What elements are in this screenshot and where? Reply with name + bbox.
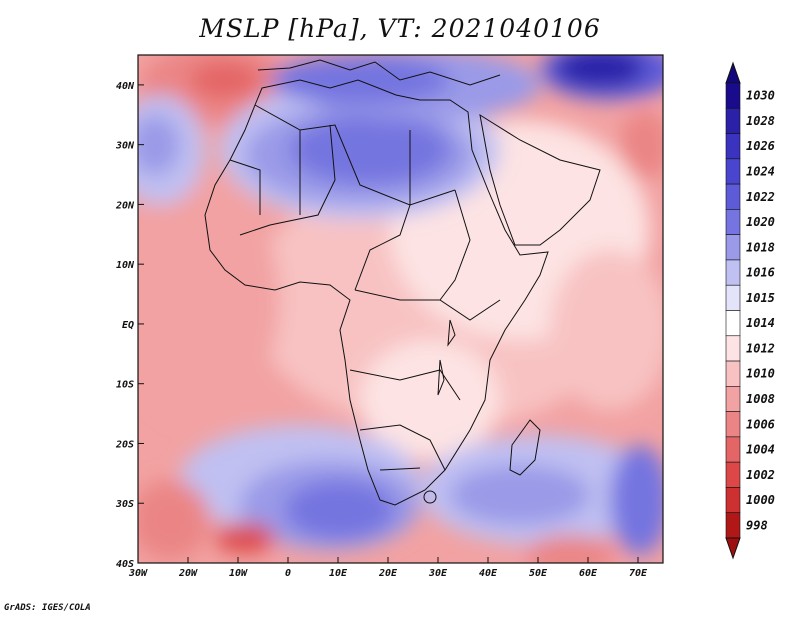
lat-tick-label: 30N — [115, 141, 135, 152]
colorbar-label: 1022 — [746, 190, 775, 204]
colorbar-swatch — [725, 335, 741, 362]
coastlines — [204, 59, 601, 506]
lon-tick-label: 20W — [178, 568, 198, 579]
lat-tick-label: 10N — [116, 260, 135, 271]
colorbar-label: 1015 — [746, 291, 775, 305]
lon-tick-label: 40E — [479, 568, 498, 579]
colorbar-label: 1000 — [746, 493, 775, 507]
pressure-field — [138, 55, 663, 563]
colorbar-label: 1012 — [746, 341, 775, 355]
map-title: MSLP [hPa], VT: 2021040106 — [199, 14, 601, 43]
colorbar-label: 1014 — [746, 316, 775, 330]
colorbar-swatch — [725, 512, 741, 539]
lat-tick-label: 40S — [116, 559, 134, 570]
lon-tick-label: 10E — [329, 568, 348, 579]
colorbar-label: 1024 — [746, 164, 775, 178]
lat-tick-label: 30S — [115, 499, 134, 510]
colorbar-bottom-arrow — [725, 537, 741, 560]
colorbar-swatch — [725, 82, 741, 109]
colorbar-label: 1016 — [746, 266, 775, 280]
lat-tick-label: 40N — [116, 81, 135, 92]
colorbar-label: 1030 — [746, 89, 775, 103]
colorbar-label: 1002 — [746, 468, 775, 482]
colorbar-swatch — [725, 209, 741, 235]
colorbar: 1030 1028 1026 1024 1022 1020 1018 1016 1015 1014… — [725, 61, 775, 560]
lon-tick-label: 60E — [579, 568, 598, 579]
colorbar-label: 1020 — [746, 215, 775, 229]
colorbar-swatch — [725, 234, 741, 261]
colorbar-top-arrow — [725, 61, 741, 84]
lat-tick-label: 20N — [115, 200, 135, 211]
colorbar-swatch — [725, 436, 741, 463]
lat-tick-label: 10S — [116, 380, 134, 391]
lat-tick-label: 20S — [115, 439, 134, 450]
colorbar-swatch — [725, 183, 741, 210]
colorbar-label: 1026 — [746, 139, 775, 153]
colorbar-swatch — [725, 360, 741, 387]
colorbar-label: 1028 — [746, 114, 775, 128]
map-frame — [137, 54, 664, 564]
colorbar-swatch — [725, 284, 741, 311]
colorbar-swatch — [725, 461, 741, 488]
lon-ticks: 30W 20W 10W 0 10E 20E 30E 40E 50E 60E 70E — [128, 557, 648, 579]
colorbar-swatch — [725, 259, 741, 286]
colorbar-label: 1004 — [746, 443, 775, 457]
colorbar-label: 1006 — [746, 417, 775, 431]
colorbar-label: 1008 — [746, 392, 775, 406]
lon-tick-label: 20E — [378, 568, 398, 579]
lon-tick-label: 50E — [529, 568, 548, 579]
lon-tick-label: 10W — [229, 568, 248, 579]
lon-tick-label: 30E — [428, 568, 448, 579]
colorbar-label: 1010 — [746, 367, 775, 381]
lat-tick-label: EQ — [122, 320, 134, 331]
colorbar-swatch — [725, 133, 741, 160]
colorbar-swatch — [725, 158, 741, 185]
colorbar-swatch — [725, 107, 741, 134]
footer-credit: GrADS: IGES/COLA — [4, 603, 91, 613]
lon-tick-label: 0 — [285, 568, 291, 579]
colorbar-swatch — [725, 411, 741, 438]
colorbar-swatch — [725, 310, 741, 337]
colorbar-swatch — [725, 487, 741, 514]
colorbar-label: 1018 — [746, 240, 775, 254]
colorbar-swatch — [725, 386, 741, 412]
lon-tick-label: 70E — [629, 568, 648, 579]
colorbar-label: 998 — [746, 518, 768, 532]
lon-tick-label: 30W — [128, 568, 148, 579]
lat-ticks: 40N 30N 20N 10N EQ 10S 20S 30S 40S — [115, 81, 144, 570]
